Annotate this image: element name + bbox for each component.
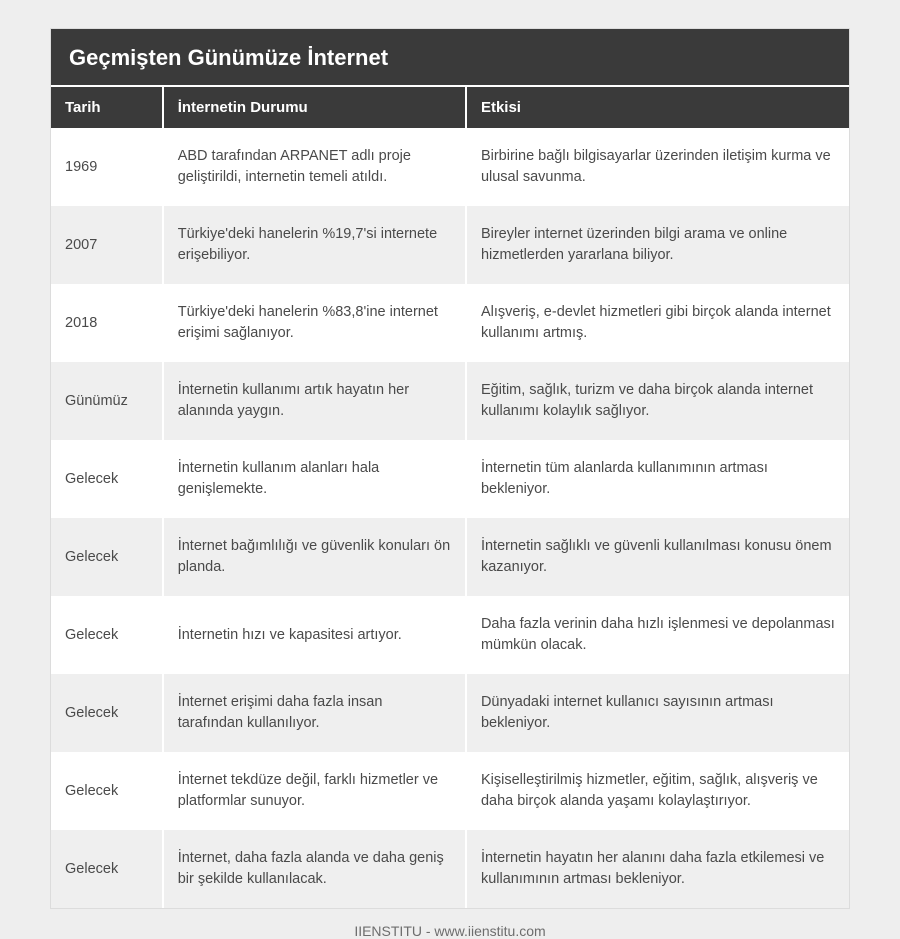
table-cell: 2007 xyxy=(51,206,163,284)
table-row: Gelecekİnternet bağımlılığı ve güvenlik … xyxy=(51,518,849,596)
table-cell: Kişiselleştirilmiş hizmetler, eğitim, sa… xyxy=(466,752,849,830)
data-table: Tarih İnternetin Durumu Etkisi 1969ABD t… xyxy=(51,85,849,908)
table-header-row: Tarih İnternetin Durumu Etkisi xyxy=(51,86,849,128)
col-header-status: İnternetin Durumu xyxy=(163,86,466,128)
table-cell: Eğitim, sağlık, turizm ve daha birçok al… xyxy=(466,362,849,440)
table-cell: 1969 xyxy=(51,128,163,206)
footer-text: IIENSTITU - www.iienstitu.com xyxy=(50,909,850,939)
table-cell: Gelecek xyxy=(51,752,163,830)
table-cell: Bireyler internet üzerinden bilgi arama … xyxy=(466,206,849,284)
table-card: Geçmişten Günümüze İnternet Tarih İntern… xyxy=(50,28,850,909)
table-cell: İnternetin kullanımı artık hayatın her a… xyxy=(163,362,466,440)
table-cell: ABD tarafından ARPANET adlı proje gelişt… xyxy=(163,128,466,206)
table-cell: Birbirine bağlı bilgisayarlar üzerinden … xyxy=(466,128,849,206)
col-header-effect: Etkisi xyxy=(466,86,849,128)
table-cell: Günümüz xyxy=(51,362,163,440)
table-cell: 2018 xyxy=(51,284,163,362)
table-row: Günümüzİnternetin kullanımı artık hayatı… xyxy=(51,362,849,440)
table-cell: Gelecek xyxy=(51,674,163,752)
table-cell: Türkiye'deki hanelerin %19,7'si internet… xyxy=(163,206,466,284)
table-cell: Gelecek xyxy=(51,830,163,908)
table-row: Gelecekİnternetin hızı ve kapasitesi art… xyxy=(51,596,849,674)
table-body: 1969ABD tarafından ARPANET adlı proje ge… xyxy=(51,128,849,908)
table-row: Gelecekİnternet, daha fazla alanda ve da… xyxy=(51,830,849,908)
table-row: Gelecekİnternet erişimi daha fazla insan… xyxy=(51,674,849,752)
table-cell: İnternetin sağlıklı ve güvenli kullanılm… xyxy=(466,518,849,596)
table-row: Gelecekİnternetin kullanım alanları hala… xyxy=(51,440,849,518)
col-header-date: Tarih xyxy=(51,86,163,128)
table-cell: Alışveriş, e-devlet hizmetleri gibi birç… xyxy=(466,284,849,362)
table-row: 2007Türkiye'deki hanelerin %19,7'si inte… xyxy=(51,206,849,284)
table-cell: Gelecek xyxy=(51,596,163,674)
table-row: 2018Türkiye'deki hanelerin %83,8'ine int… xyxy=(51,284,849,362)
table-cell: İnternet bağımlılığı ve güvenlik konular… xyxy=(163,518,466,596)
table-row: 1969ABD tarafından ARPANET adlı proje ge… xyxy=(51,128,849,206)
table-title: Geçmişten Günümüze İnternet xyxy=(51,29,849,85)
table-cell: İnternet tekdüze değil, farklı hizmetler… xyxy=(163,752,466,830)
table-row: Gelecekİnternet tekdüze değil, farklı hi… xyxy=(51,752,849,830)
table-cell: Türkiye'deki hanelerin %83,8'ine interne… xyxy=(163,284,466,362)
table-cell: Gelecek xyxy=(51,518,163,596)
table-cell: İnternetin hayatın her alanını daha fazl… xyxy=(466,830,849,908)
table-cell: İnternetin tüm alanlarda kullanımının ar… xyxy=(466,440,849,518)
table-cell: Dünyadaki internet kullanıcı sayısının a… xyxy=(466,674,849,752)
table-cell: İnternetin hızı ve kapasitesi artıyor. xyxy=(163,596,466,674)
table-cell: İnternetin kullanım alanları hala genişl… xyxy=(163,440,466,518)
table-cell: Gelecek xyxy=(51,440,163,518)
table-cell: Daha fazla verinin daha hızlı işlenmesi … xyxy=(466,596,849,674)
table-cell: İnternet, daha fazla alanda ve daha geni… xyxy=(163,830,466,908)
table-cell: İnternet erişimi daha fazla insan tarafı… xyxy=(163,674,466,752)
